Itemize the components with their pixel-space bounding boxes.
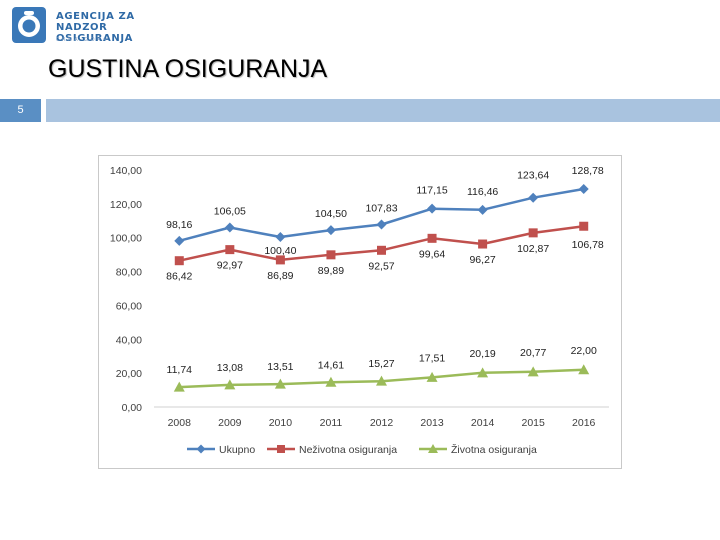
agency-country: CRNA GORA bbox=[56, 37, 109, 43]
data-label: 89,89 bbox=[318, 265, 344, 277]
data-label: 106,05 bbox=[214, 205, 246, 217]
y-tick-label: 60,00 bbox=[116, 300, 142, 312]
data-point-diamond bbox=[578, 183, 589, 194]
data-point-square bbox=[275, 255, 285, 265]
data-point-triangle bbox=[426, 371, 438, 382]
data-label: 96,27 bbox=[469, 254, 495, 266]
data-point-square bbox=[528, 228, 538, 238]
legend-marker-square bbox=[277, 445, 285, 453]
data-label: 11,74 bbox=[167, 364, 193, 376]
data-point-square bbox=[427, 233, 437, 243]
data-point-square bbox=[377, 245, 386, 255]
x-tick-label: 2013 bbox=[420, 417, 444, 429]
agency-name-line1: AGENCIJA ZA bbox=[56, 11, 135, 22]
data-label: 15,27 bbox=[368, 358, 394, 370]
data-label: 13,08 bbox=[217, 362, 243, 374]
agency-logo-icon bbox=[12, 7, 46, 43]
data-label: 86,89 bbox=[267, 270, 293, 282]
y-tick-label: 120,00 bbox=[110, 199, 142, 211]
data-point-triangle bbox=[578, 364, 590, 375]
data-label: 106,78 bbox=[572, 239, 604, 251]
legend-label: Neživotna osiguranja bbox=[299, 444, 397, 456]
data-label: 17,51 bbox=[419, 352, 445, 364]
y-tick-label: 40,00 bbox=[116, 334, 142, 346]
data-point-diamond bbox=[325, 225, 336, 236]
x-tick-label: 2015 bbox=[521, 417, 545, 429]
data-label: 22,00 bbox=[571, 345, 597, 357]
data-point-diamond bbox=[376, 219, 387, 230]
data-label: 100,40 bbox=[264, 245, 296, 257]
agency-logo: AGENCIJA ZA NADZOR OSIGURANJA CRNA GORA bbox=[10, 5, 170, 47]
x-tick-label: 2010 bbox=[269, 417, 293, 429]
x-tick-label: 2012 bbox=[370, 417, 394, 429]
y-tick-label: 80,00 bbox=[116, 267, 142, 279]
data-point-diamond bbox=[275, 232, 286, 243]
data-label: 20,19 bbox=[469, 348, 495, 360]
data-label: 20,77 bbox=[520, 347, 546, 359]
y-tick-label: 0,00 bbox=[122, 402, 143, 414]
data-point-triangle bbox=[224, 379, 236, 390]
x-tick-label: 2016 bbox=[572, 417, 596, 429]
y-tick-label: 100,00 bbox=[110, 233, 142, 245]
data-label: 117,15 bbox=[416, 185, 447, 197]
data-point-triangle bbox=[274, 378, 286, 389]
data-point-triangle bbox=[376, 375, 387, 386]
data-point-diamond bbox=[528, 192, 539, 203]
data-point-triangle bbox=[477, 367, 489, 378]
data-label: 123,64 bbox=[517, 170, 549, 182]
data-point-triangle bbox=[325, 376, 337, 387]
x-tick-label: 2014 bbox=[471, 417, 495, 429]
data-label: 116,46 bbox=[467, 186, 498, 198]
data-point-diamond bbox=[427, 203, 438, 214]
legend-label: Životna osiguranja bbox=[451, 443, 537, 456]
data-point-diamond bbox=[174, 235, 185, 246]
x-tick-label: 2011 bbox=[320, 417, 343, 429]
x-tick-label: 2009 bbox=[218, 417, 242, 429]
data-point-triangle bbox=[173, 381, 185, 392]
data-label: 13,51 bbox=[267, 361, 293, 373]
agency-name: AGENCIJA ZA NADZOR OSIGURANJA bbox=[56, 11, 170, 44]
data-label: 107,83 bbox=[365, 202, 397, 214]
data-point-square bbox=[225, 245, 235, 255]
data-label: 86,42 bbox=[166, 271, 192, 283]
data-point-square bbox=[478, 239, 488, 249]
data-label: 102,87 bbox=[517, 243, 549, 255]
data-label: 14,61 bbox=[318, 359, 344, 371]
header-rule bbox=[46, 99, 720, 122]
y-tick-label: 140,00 bbox=[110, 165, 142, 177]
data-point-square bbox=[579, 221, 589, 231]
data-point-triangle bbox=[527, 366, 539, 377]
legend-label: Ukupno bbox=[219, 444, 255, 456]
y-tick-label: 20,00 bbox=[116, 368, 142, 380]
data-label: 128,78 bbox=[572, 165, 604, 177]
data-point-square bbox=[174, 256, 184, 266]
data-point-diamond bbox=[224, 222, 235, 233]
x-tick-label: 2008 bbox=[168, 417, 192, 429]
data-label: 99,64 bbox=[419, 248, 445, 260]
data-point-diamond bbox=[477, 204, 488, 215]
slide-number: 5 bbox=[0, 99, 41, 122]
data-label: 98,16 bbox=[166, 219, 192, 231]
legend-marker-diamond bbox=[196, 444, 206, 454]
data-label: 104,50 bbox=[315, 208, 347, 220]
line-chart: 0,00 20,00 40,00 60,00 80,00 100,00 120,00 140,… bbox=[110, 165, 609, 456]
data-label: 92,57 bbox=[368, 260, 394, 272]
page-title: GUSTINA OSIGURANJA bbox=[48, 55, 328, 83]
chart-frame: 0,00 20,00 40,00 60,00 80,00 100,00 120,00 140,… bbox=[98, 155, 622, 469]
data-label: 92,97 bbox=[217, 260, 243, 272]
agency-name-line2: NADZOR OSIGURANJA bbox=[56, 22, 134, 44]
legend-marker-triangle bbox=[428, 444, 438, 453]
data-point-square bbox=[326, 250, 336, 260]
